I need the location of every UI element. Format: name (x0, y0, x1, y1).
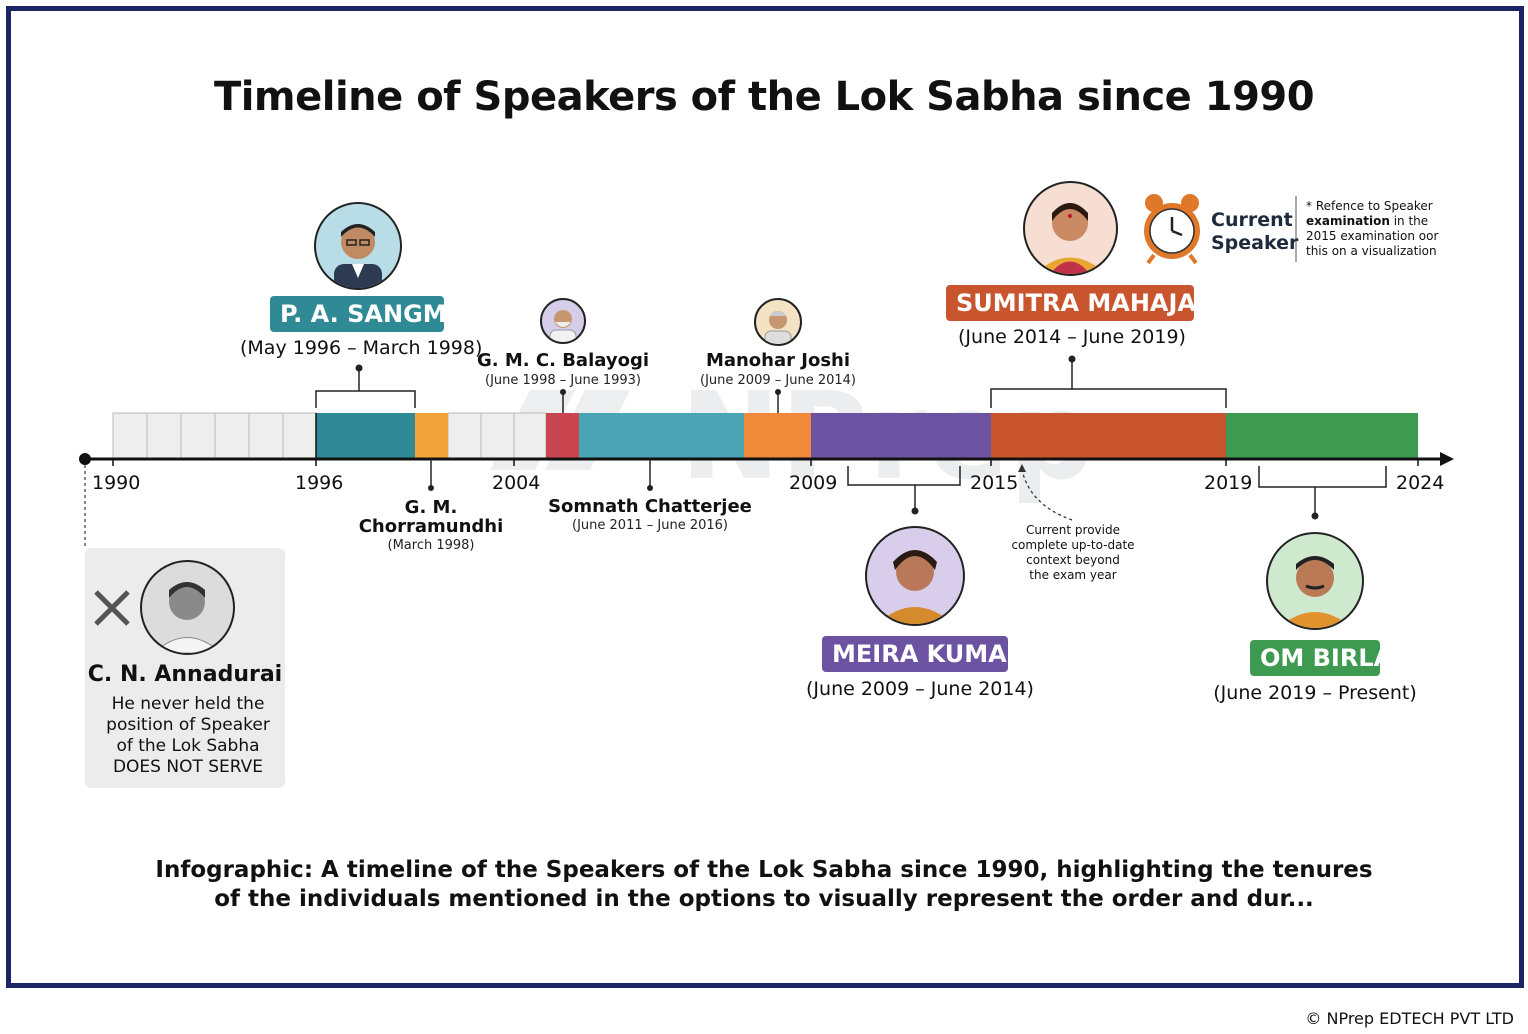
sangma-name-badge: P. A. SANGMA (270, 296, 465, 332)
chorramundhi-dates: (March 1998) (387, 538, 475, 553)
side-note-line2-bold: examination (1306, 214, 1390, 228)
cross-icon (92, 588, 132, 628)
joshi-dates: (June 2009 – June 2014) (700, 373, 856, 388)
axis-arrow (1440, 452, 1454, 466)
year-2019: 2019 (1204, 472, 1253, 494)
current-speaker-label: Current Speaker (1211, 209, 1298, 255)
segment-birla (1226, 413, 1418, 459)
segment-meira (811, 413, 991, 459)
segment-sangma (316, 413, 415, 459)
side-note: * Refence to Speaker examination in the … (1306, 199, 1476, 259)
joshi-name: Manohar Joshi (705, 350, 851, 371)
chorramundhi-name-line1: G. M. (404, 497, 458, 518)
meira-dates: (June 2009 – June 2014) (806, 678, 1034, 700)
meira-portrait (865, 526, 965, 626)
mahajan-portrait (1023, 181, 1118, 276)
balayogi-dates: (June 1998 – June 1993) (485, 373, 641, 388)
axis-start-dot (79, 453, 91, 465)
chorramundhi-name-line2: Chorramundhi (358, 516, 504, 537)
person-icon (877, 550, 953, 624)
annadurai-name: C. N. Annadurai (87, 662, 283, 687)
year-1990: 1990 (92, 472, 141, 494)
current-speaker-line2: Speaker (1211, 232, 1299, 254)
bracket-sangma (315, 370, 416, 408)
current-note-line1: Current provide (1026, 523, 1120, 537)
current-note-line3: context beyond (1026, 553, 1120, 567)
annadurai-text: He never held the position of Speaker of… (85, 694, 291, 778)
segment-mahajan (991, 413, 1226, 459)
current-note-line4: the exam year (1029, 568, 1117, 582)
year-2009: 2009 (789, 472, 838, 494)
birla-dates: (June 2019 – Present) (1213, 682, 1417, 704)
side-note-line4: this on a visualization (1306, 244, 1437, 258)
person-icon (153, 582, 222, 653)
current-note: Current provide complete up-to-date cont… (998, 523, 1148, 583)
chatterjee-dates: (June 2011 – June 2016) (572, 518, 728, 533)
alarm-clock-icon (1138, 193, 1206, 265)
birla-name-badge: OM BIRLA (1250, 640, 1392, 676)
outer-frame (6, 6, 1524, 988)
bracket-meira (847, 466, 961, 510)
year-2024: 2024 (1396, 472, 1445, 494)
segment-chatterjee (579, 413, 744, 459)
person-icon (549, 310, 577, 342)
bracket-birla (1258, 466, 1387, 515)
side-note-line2-rest: in the (1389, 214, 1429, 228)
mahajan-name-badge: SUMITRA MAHAJAN (946, 285, 1216, 321)
annadurai-line2: position of Speaker (106, 715, 270, 735)
annadurai-line3: of the Lok Sabha (116, 736, 260, 756)
annadurai-line4: DOES NOT SERVE (112, 757, 264, 777)
joshi-portrait (754, 298, 802, 346)
person-icon (334, 224, 382, 288)
sangma-portrait (314, 202, 402, 290)
balayogi-portrait (540, 298, 586, 344)
person-icon (1035, 203, 1106, 274)
side-note-line3: 2015 examination oor (1306, 229, 1439, 243)
annadurai-line1: He never held the (111, 694, 265, 714)
year-2004: 2004 (492, 472, 541, 494)
current-note-connector (1021, 469, 1073, 521)
segment-balayogi (546, 413, 579, 459)
person-icon (764, 311, 792, 344)
annadurai-portrait (140, 560, 235, 655)
person-icon (1278, 556, 1352, 628)
year-1996: 1996 (295, 472, 344, 494)
sangma-dates: (May 1996 – March 1998) (240, 337, 483, 359)
side-note-line1: * Refence to Speaker (1306, 199, 1433, 213)
segment-chorramundhi (415, 413, 448, 459)
year-2015: 2015 (970, 472, 1019, 494)
chatterjee-name: Somnath Chatterjee (548, 496, 752, 517)
copyright-notice: © NPrep EDTECH PVT LTD (1305, 1009, 1514, 1028)
bracket-mahajan (990, 361, 1227, 408)
segment-joshi (744, 413, 811, 459)
birla-portrait (1266, 532, 1364, 630)
mahajan-dates: (June 2014 – June 2019) (958, 326, 1186, 348)
balayogi-name: G. M. C. Balayogi (477, 350, 649, 371)
current-note-line2: complete up-to-date (1011, 538, 1135, 552)
infographic-caption: Infographic: A timeline of the Speakers … (155, 857, 1373, 912)
meira-name-badge: MEIRA KUMAR (822, 636, 1025, 672)
current-speaker-line1: Current (1211, 209, 1293, 231)
page-title: Timeline of Speakers of the Lok Sabha si… (213, 74, 1315, 120)
timeline-empty-cells (112, 412, 547, 460)
